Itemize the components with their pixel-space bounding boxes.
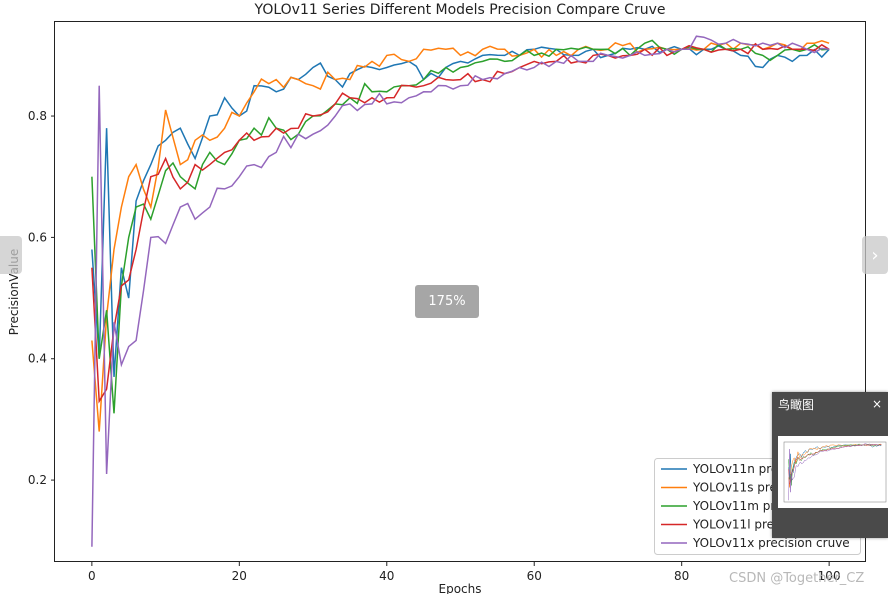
thumbnail-line	[788, 444, 882, 485]
legend-entry: YOLOv11x precision cruve	[692, 536, 850, 550]
birdseye-panel[interactable]: 鸟瞰图 ×	[772, 392, 888, 538]
x-tick-label: 40	[379, 569, 394, 583]
previous-image-button[interactable]	[0, 236, 22, 274]
y-tick-label: 0.8	[28, 109, 47, 123]
series-lines	[91, 35, 830, 547]
series-line-3	[91, 39, 830, 414]
y-tick-label: 0.2	[28, 473, 47, 487]
thumbnail-line	[788, 443, 882, 501]
thumbnail-chart	[783, 441, 887, 503]
x-tick-label: 100	[818, 569, 841, 583]
y-tick-label: 0.6	[28, 230, 47, 244]
close-icon[interactable]: ×	[871, 397, 882, 411]
next-image-button[interactable]: ›	[862, 236, 888, 274]
series-line-1	[91, 45, 830, 377]
watermark: CSDN @Together_CZ	[729, 571, 865, 586]
chevron-right-icon: ›	[871, 244, 879, 266]
series-line-5	[91, 35, 830, 547]
birdseye-thumbnail[interactable]	[778, 436, 888, 508]
y-axis: 0.2 0.4 0.6 0.8	[28, 109, 55, 487]
thumbnail-line	[788, 443, 882, 486]
x-tick-label: 80	[674, 569, 689, 583]
birdseye-header: 鸟瞰图 ×	[772, 392, 888, 416]
x-tick-label: 20	[232, 569, 247, 583]
plot-frame	[54, 21, 866, 562]
series-line-4	[91, 42, 830, 404]
x-axis: 0 20 40 60 80 100	[88, 562, 841, 583]
chart-title: YOLOv11 Series Different Models Precisio…	[254, 2, 666, 18]
zoom-level-badge: 175%	[415, 285, 479, 318]
y-tick-label: 0.4	[28, 352, 47, 366]
thumbnail-frame	[783, 441, 887, 503]
birdseye-title: 鸟瞰图	[778, 397, 815, 412]
x-axis-label: Epochs	[439, 582, 482, 594]
x-tick-label: 0	[88, 569, 96, 583]
series-line-2	[91, 40, 830, 432]
x-tick-label: 60	[527, 569, 542, 583]
thumbnail-line	[788, 443, 882, 488]
